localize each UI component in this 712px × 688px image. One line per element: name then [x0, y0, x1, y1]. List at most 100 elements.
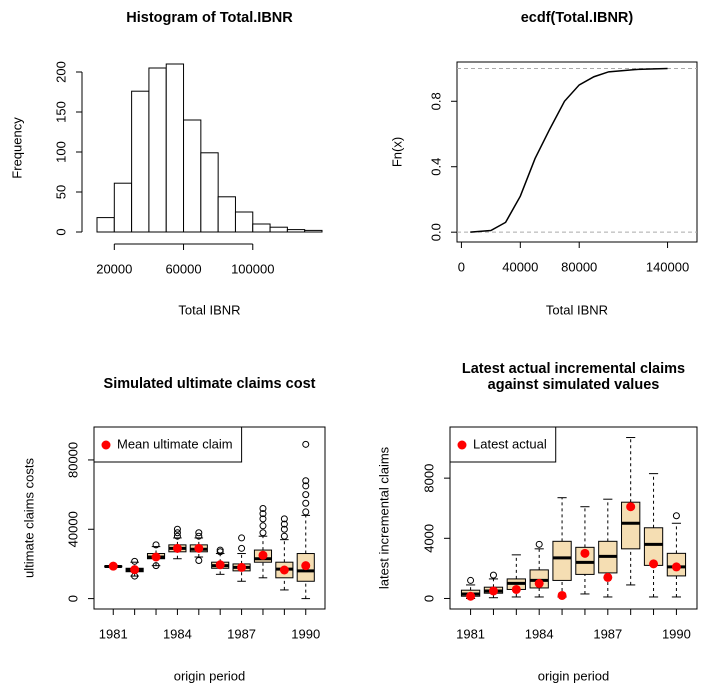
outlier: [280, 515, 288, 523]
y-tick-label: 8000: [421, 464, 436, 493]
legend: Mean ultimate claim: [93, 426, 243, 463]
point: [279, 565, 289, 575]
point: [580, 548, 590, 558]
point: [626, 502, 636, 512]
x-tick-label: 1981: [99, 626, 128, 641]
outlier: [152, 541, 160, 549]
chart-title: ecdf(Total.IBNR): [521, 10, 634, 26]
x-axis-label: origin period: [174, 668, 246, 683]
outlier: [302, 491, 310, 499]
y-tick-label: 50: [53, 185, 68, 199]
bar: [234, 211, 254, 233]
x-tick-label: 1990: [291, 626, 320, 641]
y-axis-label: Fn(x): [389, 137, 404, 167]
outlier: [259, 522, 267, 530]
x-tick-label: 1987: [227, 626, 256, 641]
plot-frame: [456, 61, 698, 243]
outlier: [489, 571, 497, 579]
y-tick-label: 80000: [65, 442, 80, 478]
y-tick-label: 0.0: [428, 223, 443, 241]
x-tick-label: 1984: [163, 626, 192, 641]
ecdf-line: [470, 67, 668, 233]
point: [130, 565, 140, 575]
box: [621, 501, 641, 550]
panel: Latest actual incremental claimsagainst …: [376, 361, 698, 683]
outlier: [535, 540, 543, 548]
y-tick-label: 0.4: [428, 158, 443, 176]
y-tick-label: 100: [53, 141, 68, 163]
x-tick-label: 0: [458, 259, 465, 274]
bar: [131, 90, 150, 233]
box: [529, 569, 549, 589]
x-tick-label: 1990: [662, 626, 691, 641]
outlier: [302, 499, 310, 507]
outlier: [195, 529, 203, 537]
panel: Simulated ultimate claims cost origin per…: [21, 376, 326, 683]
point: [151, 552, 161, 562]
outlier: [173, 532, 181, 540]
point: [466, 591, 476, 601]
outlier: [259, 510, 267, 518]
outlier: [216, 546, 224, 554]
y-axis-label: latest incremental claims: [376, 446, 391, 589]
x-tick-label: 1984: [525, 626, 554, 641]
x-tick-label: 60000: [165, 261, 201, 276]
bar: [252, 223, 271, 233]
x-tick-label: 100000: [231, 261, 274, 276]
x-tick-label: 80000: [561, 259, 597, 274]
point: [649, 559, 659, 569]
y-tick-label: 0.8: [428, 92, 443, 110]
y-axis-label: Frequency: [9, 117, 24, 179]
bar: [165, 63, 185, 233]
outlier: [259, 529, 267, 537]
x-tick-label: 140000: [646, 259, 689, 274]
legend-label: Mean ultimate claim: [117, 436, 233, 451]
chart-title: against simulated values: [488, 377, 660, 393]
outlier: [280, 525, 288, 533]
chart-title: Simulated ultimate claims cost: [104, 376, 316, 392]
x-tick-label: 1981: [456, 626, 485, 641]
chart-title: Histogram of Total.IBNR: [126, 10, 293, 26]
legend-marker: [457, 440, 467, 450]
point: [511, 584, 521, 594]
x-tick-label: 20000: [96, 261, 132, 276]
x-axis-label: origin period: [538, 668, 610, 683]
point: [258, 550, 268, 560]
point: [194, 543, 204, 553]
outlier: [467, 576, 475, 584]
point: [488, 586, 498, 596]
point: [215, 560, 225, 570]
panel: ecdf(Total.IBNR) Total IBNR Fn(x) 0.0 0.4 0.8…: [389, 10, 698, 317]
outlier: [131, 557, 139, 565]
outlier: [152, 562, 160, 570]
box: [552, 540, 572, 581]
outlier: [259, 515, 267, 523]
legend-label: Latest actual: [473, 436, 547, 451]
outlier: [302, 440, 310, 448]
outlier: [302, 482, 310, 490]
legend-box: [93, 426, 243, 463]
outlier: [259, 504, 267, 512]
chart-title: Latest actual incremental claims: [462, 361, 685, 377]
panel: Histogram of Total.IBNR Total IBNR Frequen…: [9, 10, 323, 317]
bar: [217, 196, 236, 233]
point: [534, 578, 544, 588]
outlier: [302, 477, 310, 485]
bar: [148, 67, 167, 233]
outlier: [238, 544, 246, 552]
legend-box: [449, 426, 557, 463]
y-tick-label: 0: [421, 595, 436, 602]
x-axis-label: Total IBNR: [546, 302, 608, 317]
outlier: [280, 532, 288, 540]
bar: [269, 226, 288, 233]
outlier: [173, 525, 181, 533]
bar: [286, 229, 306, 233]
outlier: [280, 520, 288, 528]
y-tick-label: 200: [53, 61, 68, 83]
y-tick-label: 150: [53, 101, 68, 123]
outlier: [195, 556, 203, 564]
bar: [183, 119, 202, 233]
bar: [304, 229, 323, 233]
